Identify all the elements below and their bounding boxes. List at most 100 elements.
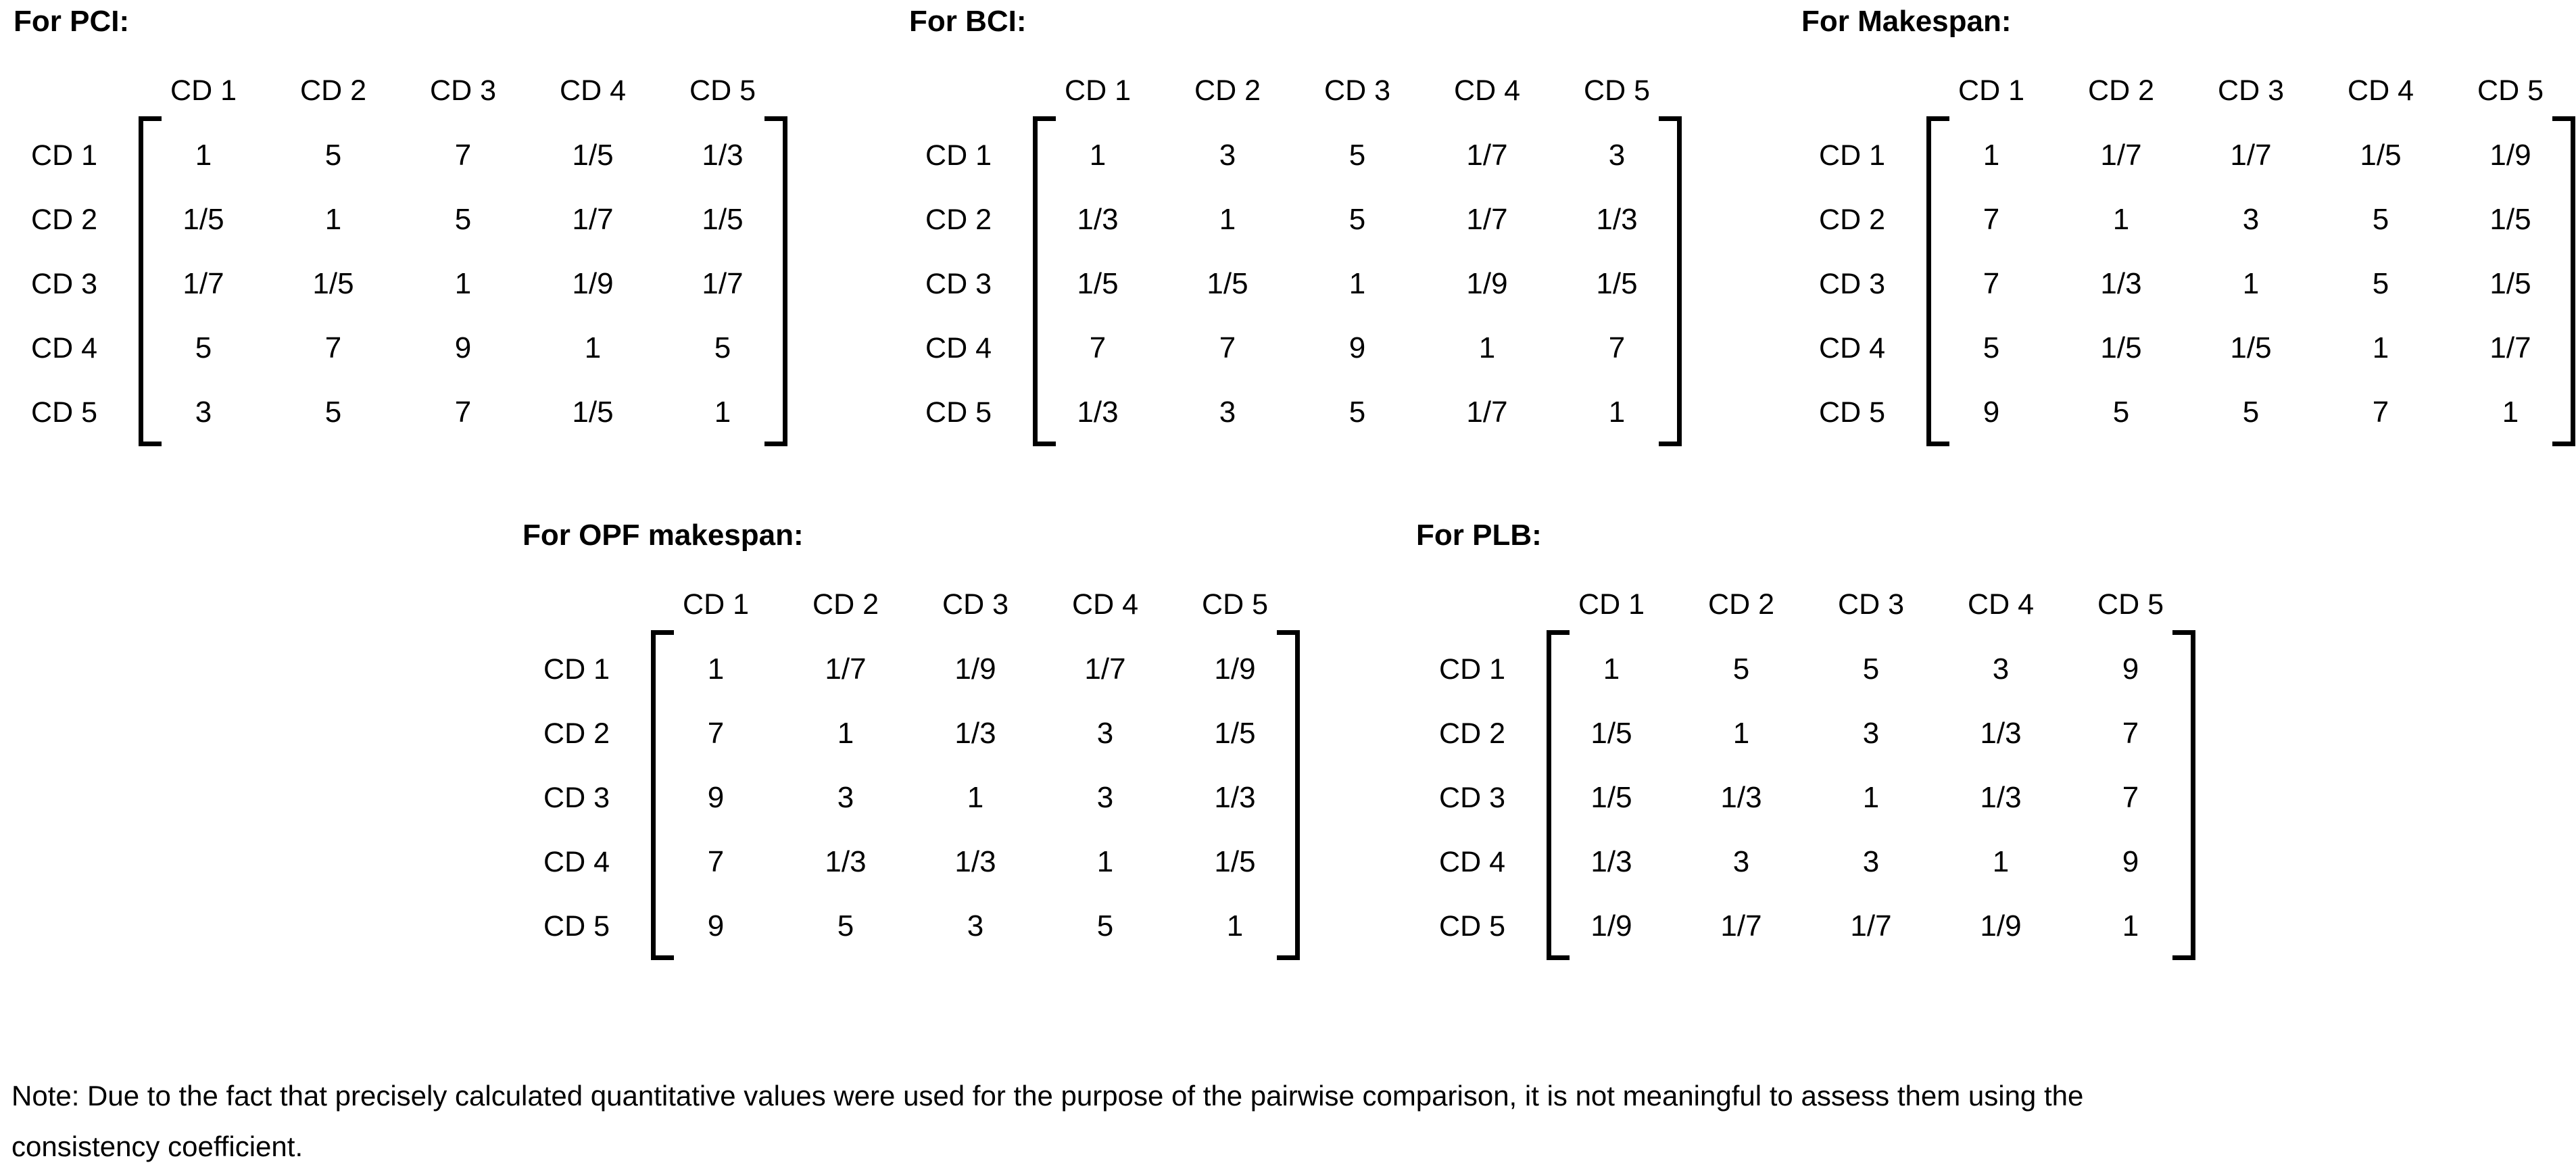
left-bracket — [1033, 116, 1056, 446]
matrix-cell: 1/7 — [702, 267, 744, 300]
matrix-col-header: CD 5 — [2477, 74, 2544, 107]
matrix-row-label: CD 1 — [925, 139, 992, 172]
matrix-cell: 3 — [1219, 139, 1236, 172]
matrix-cell: 5 — [1348, 139, 1366, 172]
matrix-cell: 5 — [1732, 652, 1750, 686]
matrix-cell: 3 — [967, 909, 984, 943]
matrix-cell: 7 — [2372, 396, 2389, 429]
matrix-cell: 1/5 — [572, 396, 614, 429]
matrix-cell: 5 — [837, 909, 854, 943]
note-line-1: Note: Due to the fact that precisely cal… — [11, 1080, 2084, 1112]
matrix-row-label: CD 2 — [925, 203, 992, 236]
matrix-cell: 1/3 — [702, 139, 744, 172]
matrix-cell: 3 — [1608, 139, 1626, 172]
matrix-cell: 1 — [2122, 909, 2139, 943]
matrix-col-header: CD 2 — [300, 74, 366, 107]
matrix-cell: 1 — [1608, 396, 1626, 429]
matrix-cell: 1 — [1089, 139, 1107, 172]
matrix-cell: 1/9 — [1590, 909, 1632, 943]
matrix-cell: 5 — [2242, 396, 2260, 429]
matrix-row-label: CD 1 — [31, 139, 97, 172]
matrix-cell: 1/3 — [954, 717, 996, 750]
matrix-cell: 1 — [1348, 267, 1366, 300]
matrix-cell: 5 — [195, 331, 212, 364]
matrix-cell: 1 — [967, 781, 984, 814]
matrix-cell: 7 — [707, 845, 725, 878]
matrix-col-header: CD 4 — [1072, 588, 1138, 621]
matrix-cell: 1 — [324, 203, 342, 236]
matrix-col-header: CD 4 — [1454, 74, 1520, 107]
matrix-cell: 1/7 — [2230, 139, 2272, 172]
matrix-col-header: CD 5 — [1202, 588, 1268, 621]
left-bracket — [139, 116, 162, 446]
matrix-cell: 5 — [2372, 267, 2389, 300]
matrix-cell: 1/5 — [1596, 267, 1638, 300]
matrix-cell: 7 — [2122, 781, 2139, 814]
matrix-cell: 1/9 — [572, 267, 614, 300]
matrix-cell: 7 — [707, 717, 725, 750]
matrix-cell: 1/5 — [2100, 331, 2142, 364]
matrix-row-label: CD 1 — [1439, 652, 1505, 686]
matrix-cell: 3 — [2242, 203, 2260, 236]
matrix-cell: 1 — [1862, 781, 1880, 814]
matrix-cell: 1 — [195, 139, 212, 172]
matrix-cell: 1/5 — [1077, 267, 1119, 300]
matrix-cell: 1/3 — [1720, 781, 1762, 814]
left-bracket — [1547, 630, 1570, 960]
matrix-col-header: CD 1 — [683, 588, 749, 621]
matrix-col-header: CD 3 — [2218, 74, 2284, 107]
matrix-cell: 1/7 — [572, 203, 614, 236]
matrix-cell: 7 — [1983, 267, 2000, 300]
matrix-row-label: CD 3 — [1819, 267, 1885, 300]
right-bracket — [764, 116, 787, 446]
matrix-cell: 1 — [584, 331, 602, 364]
right-bracket — [2172, 630, 2195, 960]
matrix-cell: 1/3 — [1980, 717, 2022, 750]
matrix-cell: 3 — [1096, 717, 1114, 750]
left-bracket — [651, 630, 674, 960]
matrix-cell: 1 — [1219, 203, 1236, 236]
matrix-row-label: CD 3 — [1439, 781, 1505, 814]
matrix-col-header: CD 4 — [2348, 74, 2414, 107]
matrix-cell: 1/7 — [1084, 652, 1126, 686]
matrix-row-label: CD 5 — [925, 396, 992, 429]
matrix-cell: 5 — [2112, 396, 2130, 429]
matrix-cell: 9 — [2122, 652, 2139, 686]
matrix-cell: 1 — [707, 652, 725, 686]
matrix-col-header: CD 2 — [1708, 588, 1774, 621]
matrix-col-header: CD 5 — [689, 74, 756, 107]
matrix-cell: 7 — [2122, 717, 2139, 750]
matrix-row-label: CD 3 — [925, 267, 992, 300]
matrix-cell: 7 — [1983, 203, 2000, 236]
matrix-cell: 7 — [454, 139, 472, 172]
right-bracket — [1277, 630, 1300, 960]
matrix-cell: 1/7 — [2489, 331, 2531, 364]
matrix-cell: 1/5 — [572, 139, 614, 172]
matrix-cell: 1/5 — [2230, 331, 2272, 364]
matrix-cell: 1/3 — [2100, 267, 2142, 300]
matrix-col-header: CD 3 — [1838, 588, 1904, 621]
matrix-cell: 1/3 — [954, 845, 996, 878]
matrix-cell: 9 — [1983, 396, 2000, 429]
matrix-col-header: CD 3 — [942, 588, 1008, 621]
matrix-col-header: CD 1 — [1065, 74, 1131, 107]
matrix-cell: 7 — [324, 331, 342, 364]
matrix-cell: 7 — [1089, 331, 1107, 364]
matrix-cell: 1/7 — [1466, 203, 1508, 236]
matrix-cell: 1 — [454, 267, 472, 300]
matrix-cell: 9 — [2122, 845, 2139, 878]
matrix-row-label: CD 3 — [31, 267, 97, 300]
matrix-row-label: CD 4 — [543, 845, 610, 878]
matrix-col-header: CD 5 — [2097, 588, 2164, 621]
matrix-cell: 1/7 — [1466, 139, 1508, 172]
matrix-row-label: CD 2 — [31, 203, 97, 236]
matrix-cell: 5 — [1096, 909, 1114, 943]
matrix-col-header: CD 4 — [560, 74, 626, 107]
matrix-cell: 1 — [1478, 331, 1496, 364]
matrix-cell: 1/5 — [1590, 717, 1632, 750]
matrix-row-label: CD 4 — [1439, 845, 1505, 878]
matrix-cell: 1/9 — [1980, 909, 2022, 943]
matrix-cell: 1 — [2502, 396, 2519, 429]
matrix-cell: 1/3 — [1590, 845, 1632, 878]
